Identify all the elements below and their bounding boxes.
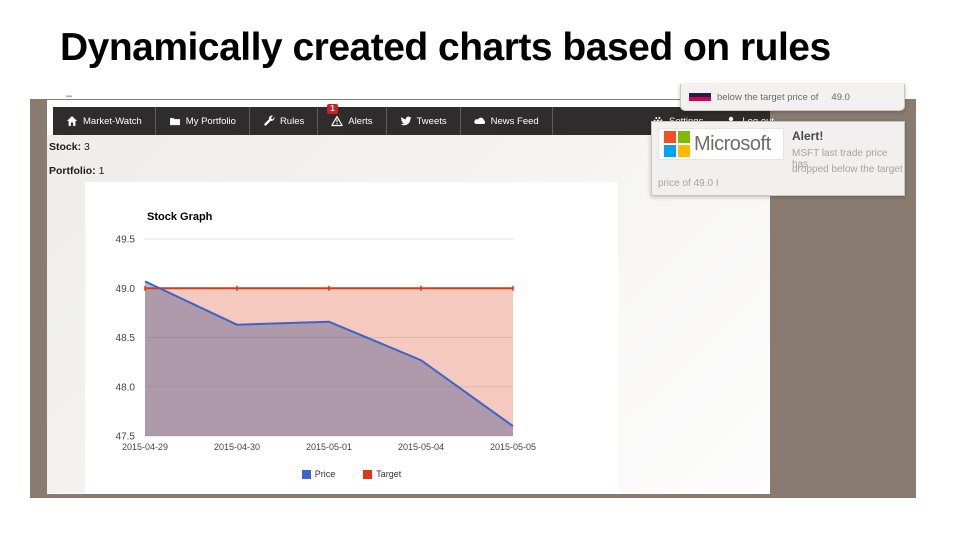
svg-text:2015-05-05: 2015-05-05 xyxy=(490,442,536,452)
microsoft-logo-square xyxy=(678,145,690,157)
partial-logo xyxy=(689,93,711,101)
wrench-icon xyxy=(264,115,275,126)
legend-label: Target xyxy=(376,469,402,479)
svg-text:49.5: 49.5 xyxy=(116,235,136,246)
app-window: – Market-Watch My Portfolio Rules 1 Alerts Tw… xyxy=(47,90,774,494)
chart-panel: Stock Graph 47.5 48.0 48.5 49.0 49.5 2015-04-2… xyxy=(85,182,618,493)
alerts-badge: 1 xyxy=(327,104,338,114)
legend-swatch xyxy=(301,469,311,479)
legend-swatch xyxy=(363,469,373,479)
portfolio-value: 1 xyxy=(98,165,105,177)
nav-item-my-portfolio[interactable]: My Portfolio xyxy=(154,107,249,135)
nav-item-alerts[interactable]: 1 Alerts xyxy=(317,104,385,135)
cloud-icon xyxy=(473,117,485,124)
nav-item-label: Tweets xyxy=(416,115,447,127)
nav-item-label: Alerts xyxy=(348,115,373,127)
svg-text:49.0: 49.0 xyxy=(116,284,136,295)
alert-notification[interactable]: Microsoft Alert! MSFT last trade price h… xyxy=(651,121,905,196)
portfolio-label: Portfolio: xyxy=(49,165,96,177)
nav-item-label: Market-Watch xyxy=(83,115,142,127)
alert-message-line2: dropped below the target xyxy=(792,164,903,175)
legend-label: Price xyxy=(314,469,336,479)
stock-label: Stock: xyxy=(49,141,82,153)
legend-item-price: Price xyxy=(301,469,336,479)
svg-text:2015-04-29: 2015-04-29 xyxy=(122,442,168,452)
nav-items: Market-Watch My Portfolio Rules 1 Alerts Twee… xyxy=(53,104,553,135)
toast-value: 49.0 xyxy=(831,91,850,103)
navbar: Market-Watch My Portfolio Rules 1 Alerts Twee… xyxy=(53,104,774,135)
microsoft-logo-text: Microsoft xyxy=(694,132,771,155)
chart-legend: Price Target xyxy=(85,469,618,479)
nav-item-label: Rules xyxy=(279,115,305,127)
microsoft-logo-squares xyxy=(664,131,690,157)
nav-item-label: News Feed xyxy=(490,115,539,127)
window-dash: – xyxy=(66,90,73,102)
warning-icon xyxy=(331,116,343,127)
page-title: Dynamically created charts based on rule… xyxy=(60,26,831,69)
legend-item-target: Target xyxy=(363,469,401,479)
svg-text:2015-04-30: 2015-04-30 xyxy=(214,442,260,452)
twitter-icon xyxy=(400,116,412,126)
nav-item-tweets[interactable]: Tweets xyxy=(385,107,460,135)
svg-text:48.5: 48.5 xyxy=(116,333,136,344)
svg-text:Stock Graph: Stock Graph xyxy=(147,211,213,223)
microsoft-logo: Microsoft xyxy=(658,128,784,160)
svg-text:2015-05-01: 2015-05-01 xyxy=(306,442,352,452)
stock-value: 3 xyxy=(84,141,90,153)
nav-item-rules[interactable]: Rules xyxy=(248,107,317,135)
nav-item-market-watch[interactable]: Market-Watch xyxy=(53,107,155,135)
stock-graph-chart: Stock Graph 47.5 48.0 48.5 49.0 49.5 2015-04-2… xyxy=(116,211,536,452)
alert-title: Alert! xyxy=(792,129,824,143)
microsoft-logo-square xyxy=(678,131,690,143)
svg-text:47.5: 47.5 xyxy=(116,432,136,443)
toast-text: below the target price of xyxy=(717,91,819,103)
microsoft-logo-square xyxy=(664,145,676,157)
portfolio-summary: Portfolio: 1 xyxy=(49,165,104,177)
microsoft-logo-square xyxy=(664,131,676,143)
alert-message-line3: price of 49.0 I xyxy=(658,178,719,189)
alert-message-line1: MSFT last trade price has xyxy=(792,148,888,170)
notification-toast-partial[interactable]: below the target price of 49.0 xyxy=(680,84,905,111)
nav-item-news-feed[interactable]: News Feed xyxy=(459,107,553,135)
home-icon xyxy=(66,116,78,126)
stock-summary: Stock: 3 xyxy=(49,141,90,153)
nav-item-label: My Portfolio xyxy=(185,115,236,127)
folder-icon xyxy=(169,118,180,126)
content-area: Stock: 3 Portfolio: 1 Stock Graph 47.5 48.… xyxy=(47,135,770,493)
svg-text:2015-05-04: 2015-05-04 xyxy=(398,442,444,452)
svg-text:48.0: 48.0 xyxy=(116,382,136,393)
